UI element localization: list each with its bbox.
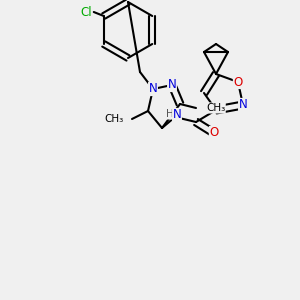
Text: O: O [233,76,243,88]
Text: N: N [172,109,182,122]
Text: CH₃: CH₃ [105,114,124,124]
Text: N: N [168,79,176,92]
Text: O: O [209,127,219,140]
Text: N: N [238,98,247,112]
Text: N: N [148,82,158,95]
Text: Cl: Cl [80,5,92,19]
Text: CH₃: CH₃ [206,103,225,113]
Text: H: H [166,109,174,119]
